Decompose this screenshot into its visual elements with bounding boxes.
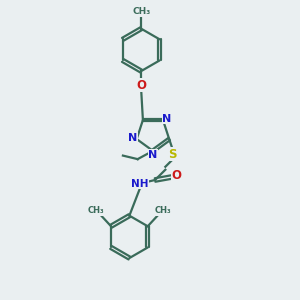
Text: CH₃: CH₃: [132, 7, 150, 16]
Text: O: O: [136, 79, 146, 92]
Text: N: N: [148, 150, 158, 160]
Text: NH: NH: [131, 178, 148, 188]
Text: N: N: [163, 113, 172, 124]
Text: N: N: [128, 133, 137, 142]
Text: CH₃: CH₃: [87, 206, 104, 215]
Text: O: O: [172, 169, 182, 182]
Text: S: S: [169, 148, 177, 161]
Text: CH₃: CH₃: [155, 206, 171, 215]
